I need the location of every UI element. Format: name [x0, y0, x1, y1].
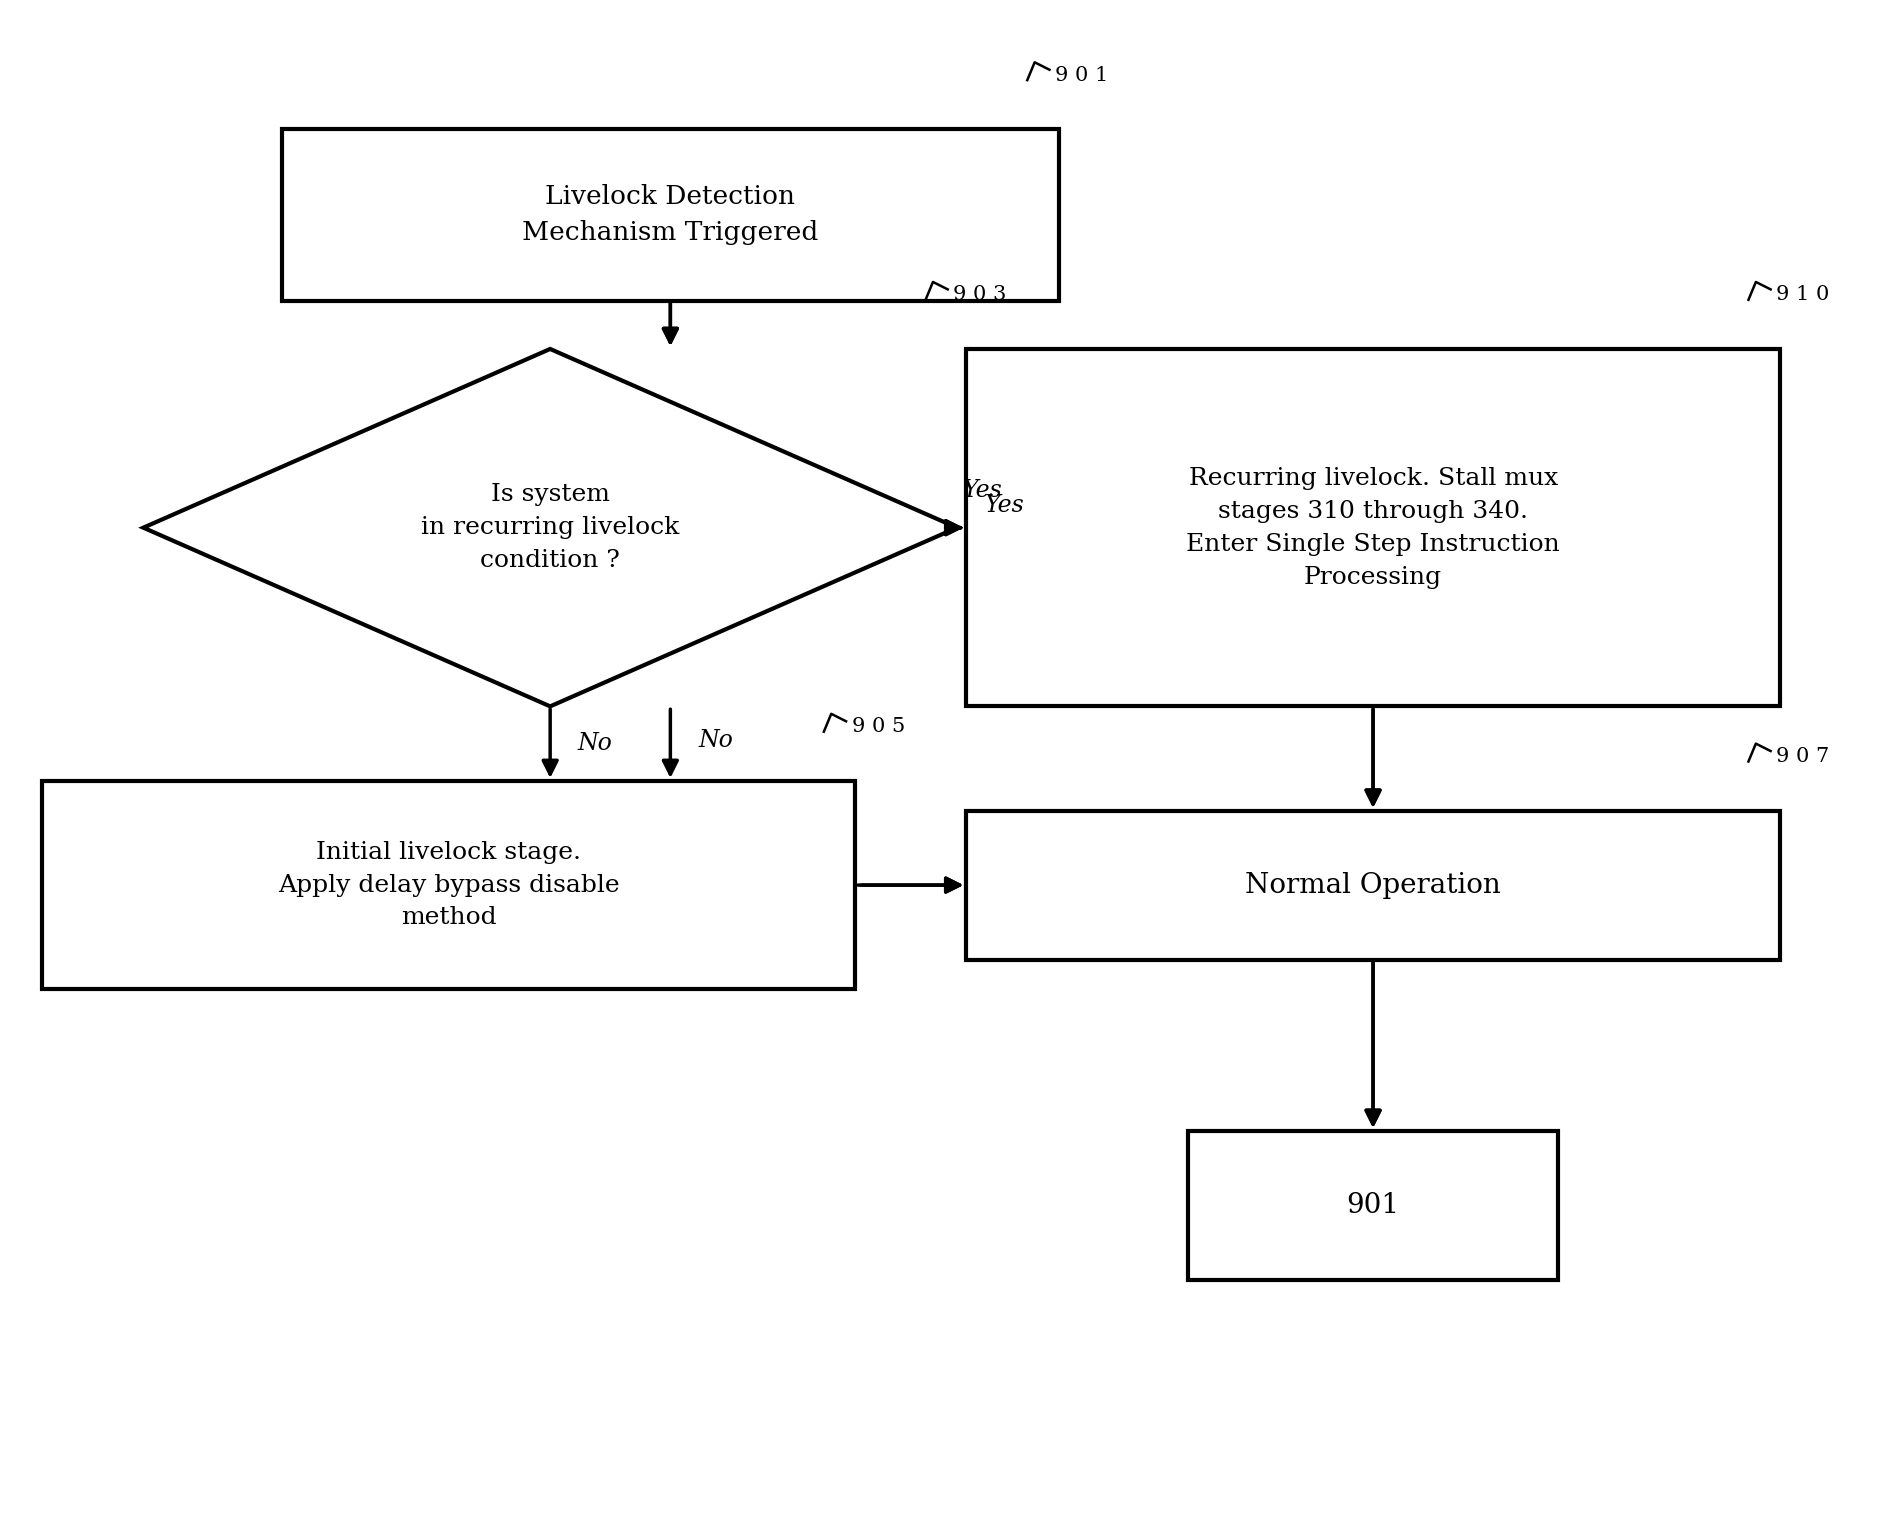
Text: 9 0 1: 9 0 1 — [1055, 65, 1109, 85]
Text: Is system
in recurring livelock
condition ?: Is system in recurring livelock conditio… — [420, 484, 679, 572]
Bar — [41, 781, 856, 989]
Text: No: No — [578, 733, 612, 755]
Text: Normal Operation: Normal Operation — [1244, 872, 1502, 898]
Text: Recurring livelock. Stall mux
stages 310 through 340.
Enter Single Step Instruct: Recurring livelock. Stall mux stages 310… — [1186, 467, 1560, 589]
Bar — [967, 810, 1779, 960]
Bar — [967, 349, 1779, 707]
Text: Yes: Yes — [985, 495, 1025, 517]
Bar — [1188, 1130, 1558, 1280]
Text: 9 1 0: 9 1 0 — [1776, 285, 1830, 305]
Bar — [282, 129, 1059, 300]
Text: Initial livelock stage.
Apply delay bypass disable
method: Initial livelock stage. Apply delay bypa… — [278, 840, 619, 930]
Text: Yes: Yes — [963, 479, 1002, 502]
Text: Livelock Detection
Mechanism Triggered: Livelock Detection Mechanism Triggered — [522, 185, 818, 246]
Polygon shape — [143, 349, 957, 707]
Text: 9 0 3: 9 0 3 — [954, 285, 1006, 305]
Text: 901: 901 — [1346, 1192, 1400, 1218]
Text: 9 0 7: 9 0 7 — [1776, 746, 1830, 766]
Text: No: No — [698, 730, 734, 752]
Text: 9 0 5: 9 0 5 — [852, 718, 905, 736]
